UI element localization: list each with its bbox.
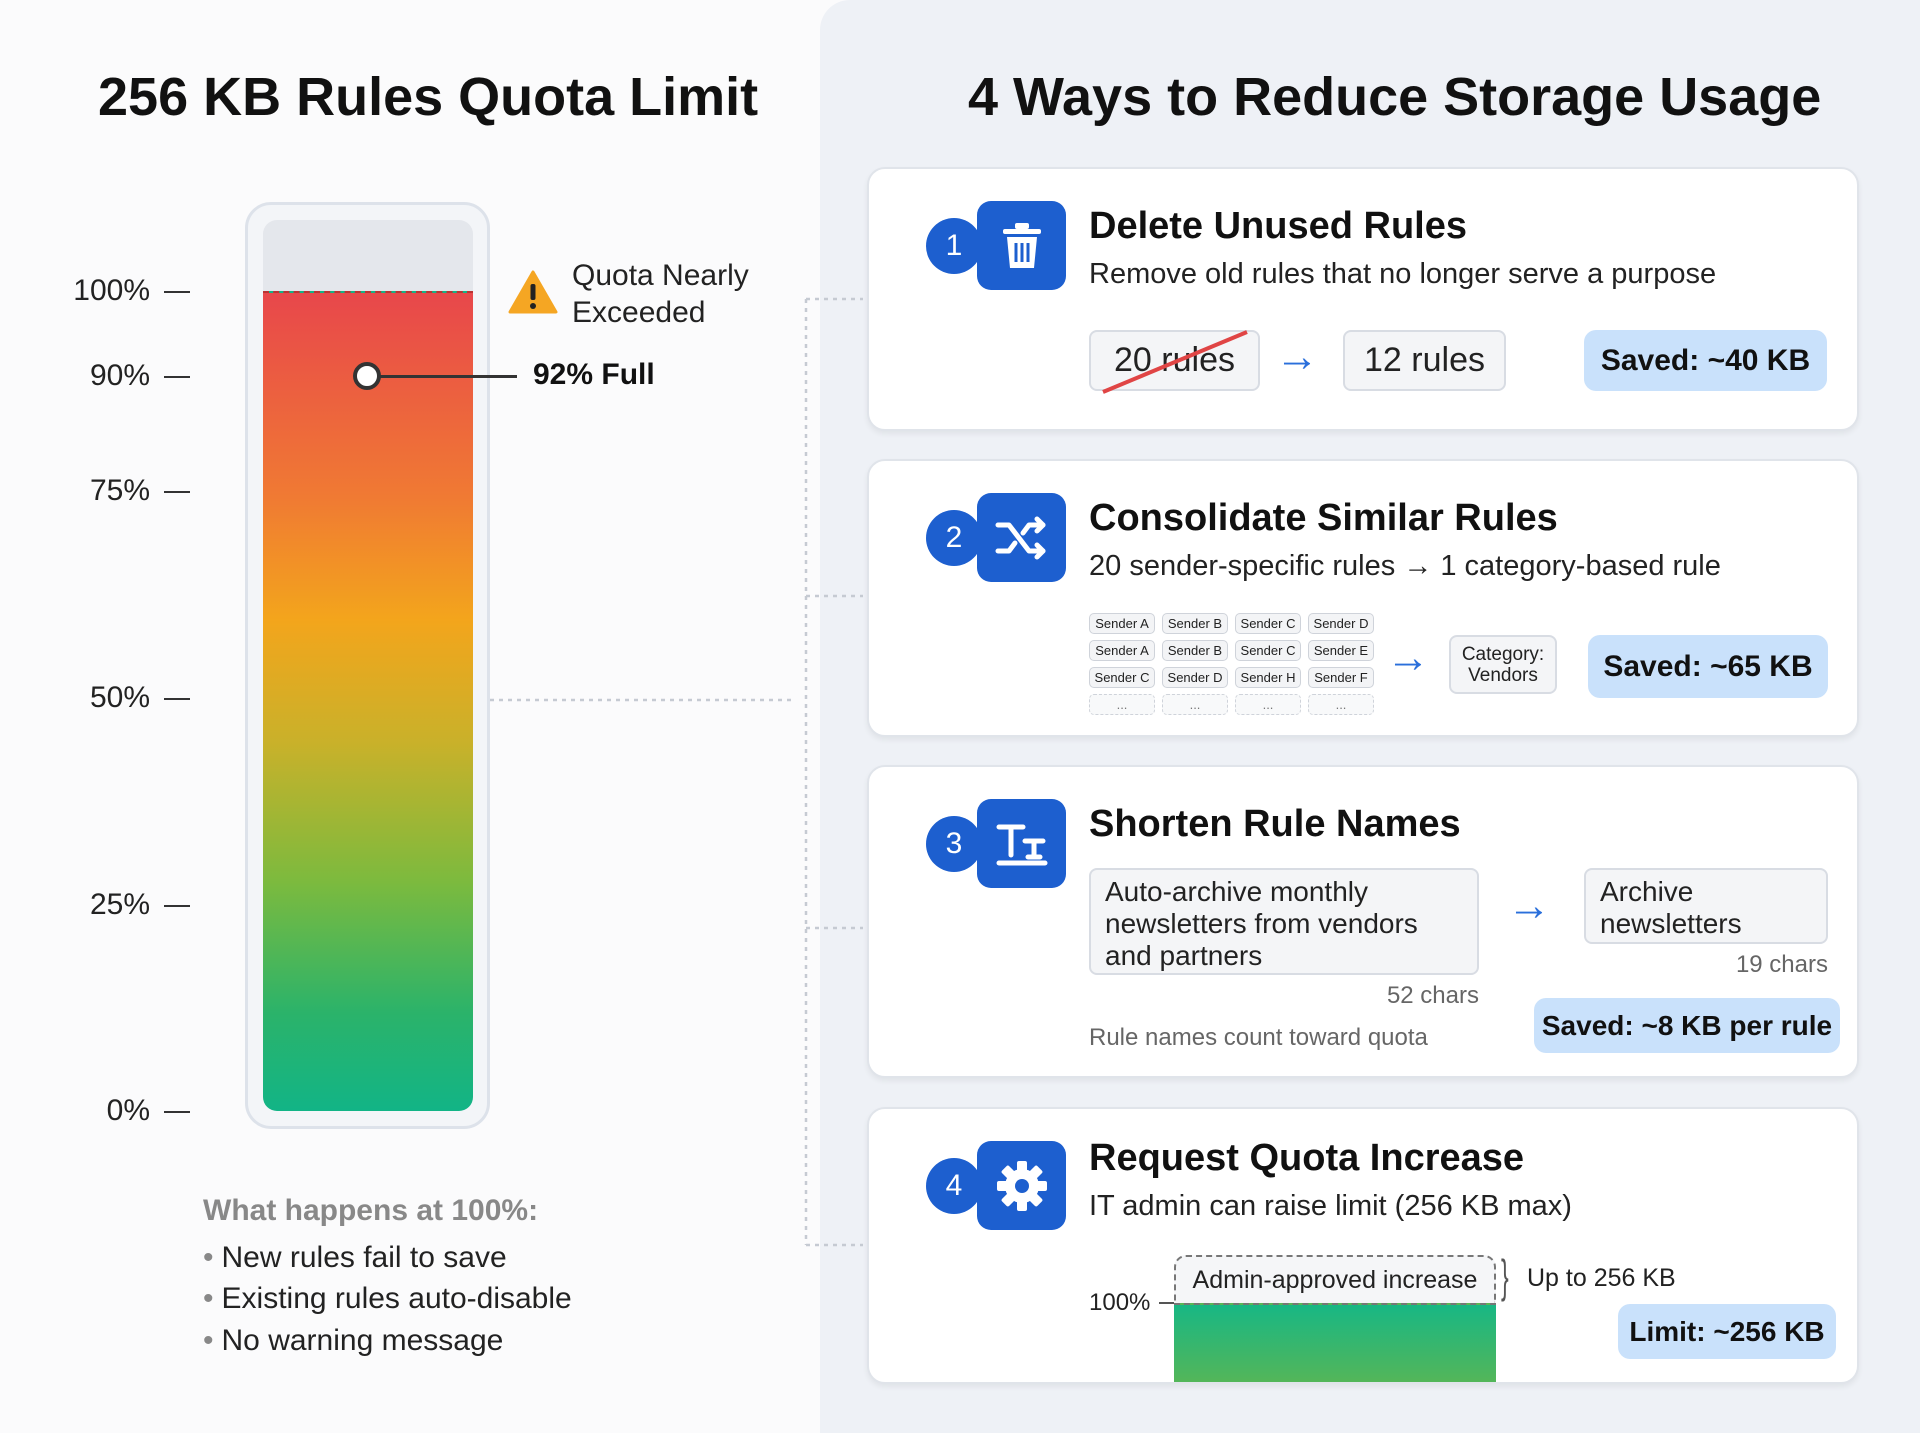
sender-chip: Sender B xyxy=(1162,613,1228,634)
sender-chip: Sender A xyxy=(1089,640,1155,661)
long-char-count: 52 chars xyxy=(1386,982,1479,1009)
step-number: 4 xyxy=(926,1158,982,1214)
card-subtitle: 20 sender-specific rules → 1 category-ba… xyxy=(1089,550,1721,582)
card-delete-unused-rules: 1 Delete Unused Rules Remove old rules t… xyxy=(867,167,1859,431)
card-subtitle: Remove old rules that no longer serve a … xyxy=(1089,258,1717,290)
bar-tick xyxy=(1159,1302,1174,1304)
note: Rule names count toward quota xyxy=(1089,1024,1428,1051)
sender-chip: Sender C xyxy=(1235,640,1301,661)
tick-100: 100% xyxy=(0,274,190,308)
consequence-item: Existing rules auto-disable xyxy=(203,1282,572,1316)
sender-chip: Sender E xyxy=(1308,640,1374,661)
card-title: Delete Unused Rules xyxy=(1089,205,1467,247)
after-count: 12 rules xyxy=(1343,330,1506,391)
short-char-count: 19 chars xyxy=(1735,951,1828,978)
step-number: 1 xyxy=(926,218,982,274)
sender-chip: Sender D xyxy=(1308,613,1374,634)
marker-line xyxy=(367,375,517,378)
card-subtitle: IT admin can raise limit (256 KB max) xyxy=(1089,1190,1572,1222)
bar-100-label: 100% xyxy=(1089,1289,1151,1316)
admin-increase-box: Admin-approved increase xyxy=(1174,1255,1496,1303)
tick-90: 90% xyxy=(0,359,190,393)
warning-text: Quota Nearly Exceeded xyxy=(572,259,749,329)
gear-icon xyxy=(977,1141,1066,1230)
sender-chip: ... xyxy=(1308,694,1374,715)
marker-label: 92% Full xyxy=(533,358,655,391)
card-consolidate-rules: 2 Consolidate Similar Rules 20 sender-sp… xyxy=(867,459,1859,737)
step-number: 3 xyxy=(926,816,982,872)
what-happens-heading: What happens at 100%: xyxy=(203,1194,539,1227)
tick-50: 50% xyxy=(0,681,190,715)
tick-0: 0% xyxy=(0,1094,190,1128)
sender-chip: Sender D xyxy=(1162,667,1228,688)
gauge-fill xyxy=(263,291,473,1111)
consequence-item: No warning message xyxy=(203,1324,504,1358)
long-rule-name: Auto-archive monthly newsletters from ve… xyxy=(1089,868,1479,975)
before-count: 20 rules xyxy=(1089,330,1260,394)
text-size-icon xyxy=(977,799,1066,888)
arrow-icon: → xyxy=(1507,881,1551,930)
strikethrough xyxy=(1102,330,1248,394)
category-box: Category: Vendors xyxy=(1449,635,1557,694)
current-quota-bar xyxy=(1174,1303,1496,1382)
gauge-track xyxy=(263,220,473,1111)
shuffle-icon xyxy=(977,493,1066,582)
sender-chip-grid: Sender A Sender B Sender C Sender D Sender A… xyxy=(1089,613,1374,715)
card-shorten-rule-names: 3 Shorten Rule Names Auto-archive monthl… xyxy=(867,765,1859,1078)
sender-chip: Sender B xyxy=(1162,640,1228,661)
sender-chip: Sender A xyxy=(1089,613,1155,634)
card-title: Request Quota Increase xyxy=(1089,1137,1525,1179)
tick-75: 75% xyxy=(0,474,190,508)
short-rule-name: Archive newsletters xyxy=(1584,868,1828,944)
marker-dot xyxy=(353,362,381,390)
tick-25: 25% xyxy=(0,888,190,922)
sender-chip: ... xyxy=(1162,694,1228,715)
card-request-quota-increase: 4 Request Quota Increase IT admin can ra… xyxy=(867,1107,1859,1384)
sender-chip: Sender C xyxy=(1089,667,1155,688)
limit-badge: Limit: ~256 KB xyxy=(1618,1304,1836,1359)
left-title: 256 KB Rules Quota Limit xyxy=(98,67,759,127)
step-number: 2 xyxy=(926,510,982,566)
warning-triangle-icon xyxy=(508,270,558,314)
sender-chip: Sender F xyxy=(1308,667,1374,688)
sender-chip: ... xyxy=(1235,694,1301,715)
brace: } xyxy=(1501,1250,1509,1302)
arrow-icon: → xyxy=(1386,633,1430,682)
sender-chip: ... xyxy=(1089,694,1155,715)
card-title: Shorten Rule Names xyxy=(1089,803,1461,845)
saved-badge: Saved: ~40 KB xyxy=(1584,330,1827,391)
saved-badge: Saved: ~8 KB per rule xyxy=(1534,998,1840,1053)
consequence-item: New rules fail to save xyxy=(203,1241,507,1275)
sender-chip: Sender C xyxy=(1235,613,1301,634)
right-title: 4 Ways to Reduce Storage Usage xyxy=(968,67,1822,127)
saved-badge: Saved: ~65 KB xyxy=(1588,635,1828,698)
card-title: Consolidate Similar Rules xyxy=(1089,497,1558,539)
sender-chip: Sender H xyxy=(1235,667,1301,688)
brace-label: Up to 256 KB xyxy=(1527,1264,1676,1292)
arrow-icon: → xyxy=(1275,332,1319,381)
trash-icon xyxy=(977,201,1066,290)
